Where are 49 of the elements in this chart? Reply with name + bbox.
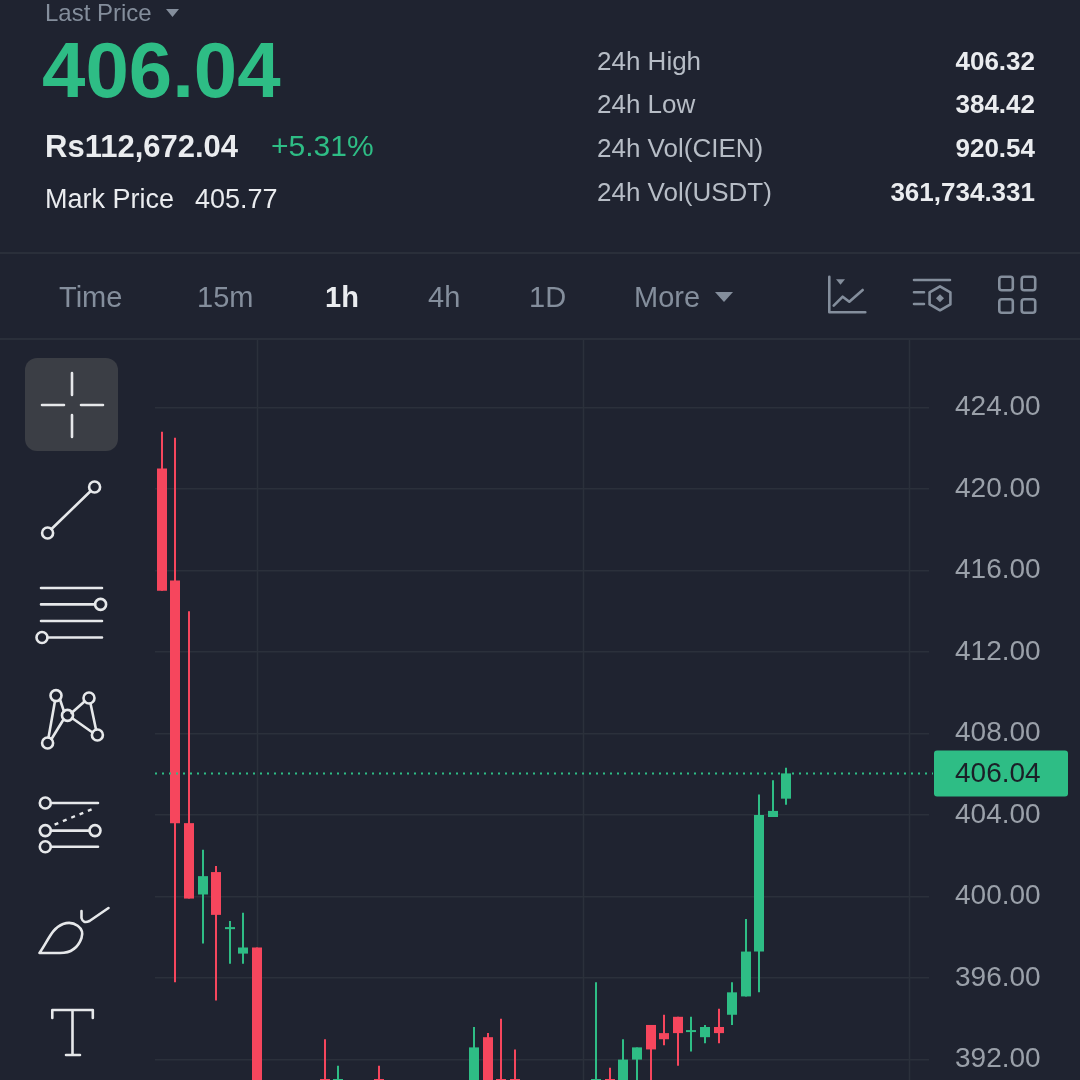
candlestick bbox=[659, 1013, 669, 1047]
ref-line-label: 406.04 bbox=[955, 757, 1041, 789]
candlestick bbox=[225, 919, 235, 965]
text: 384.42 bbox=[955, 89, 1035, 119]
text: 24h Vol(CIEN) bbox=[597, 133, 764, 163]
text: 24h High bbox=[597, 46, 702, 76]
candlestick bbox=[686, 1015, 696, 1053]
candlestick bbox=[632, 1046, 642, 1080]
y-tick-label: 396.00 bbox=[955, 960, 1041, 992]
candlestick bbox=[727, 981, 737, 1026]
text: 1D bbox=[529, 280, 567, 313]
candlestick bbox=[320, 1038, 330, 1080]
y-tick-label: 392.00 bbox=[955, 1042, 1041, 1074]
text: 361,734.331 bbox=[890, 177, 1035, 207]
y-tick-label: 424.00 bbox=[955, 389, 1041, 421]
text: More bbox=[634, 280, 701, 313]
candlestick bbox=[700, 1023, 710, 1045]
text: 24h Low bbox=[597, 89, 696, 119]
candlestick bbox=[673, 1015, 683, 1067]
text: 406.04 bbox=[42, 26, 281, 114]
text: 920.54 bbox=[955, 133, 1035, 163]
text: 24h Vol(USDT) bbox=[597, 177, 772, 207]
candlestick bbox=[374, 1064, 384, 1080]
y-tick-label: 416.00 bbox=[955, 553, 1041, 585]
text: 15m bbox=[197, 280, 254, 313]
candlestick bbox=[714, 1007, 724, 1045]
candlestick bbox=[510, 1048, 520, 1080]
text: 1h bbox=[325, 280, 359, 313]
candlestick bbox=[333, 1064, 343, 1080]
candlestick bbox=[591, 981, 601, 1080]
text: 4h bbox=[428, 280, 461, 313]
y-tick-label: 420.00 bbox=[955, 471, 1041, 503]
candlestick bbox=[198, 848, 208, 945]
text: +5.31% bbox=[271, 129, 374, 162]
text: Rs112,672.04 bbox=[45, 128, 239, 164]
y-tick-label: 412.00 bbox=[955, 634, 1041, 666]
y-tick-label: 400.00 bbox=[955, 879, 1041, 911]
y-tick-label: 404.00 bbox=[955, 797, 1041, 829]
text: Time bbox=[59, 280, 123, 313]
y-tick-label: 408.00 bbox=[955, 716, 1041, 748]
candlestick bbox=[768, 779, 778, 819]
text: 406.32 bbox=[955, 46, 1035, 76]
candlestick bbox=[605, 1066, 615, 1080]
text: 405.77 bbox=[195, 183, 278, 214]
candlestick bbox=[496, 1017, 506, 1080]
candlestick bbox=[618, 1038, 628, 1080]
text: Last Price bbox=[45, 0, 152, 26]
candlestick bbox=[238, 911, 248, 965]
text: Mark Price bbox=[45, 183, 175, 214]
